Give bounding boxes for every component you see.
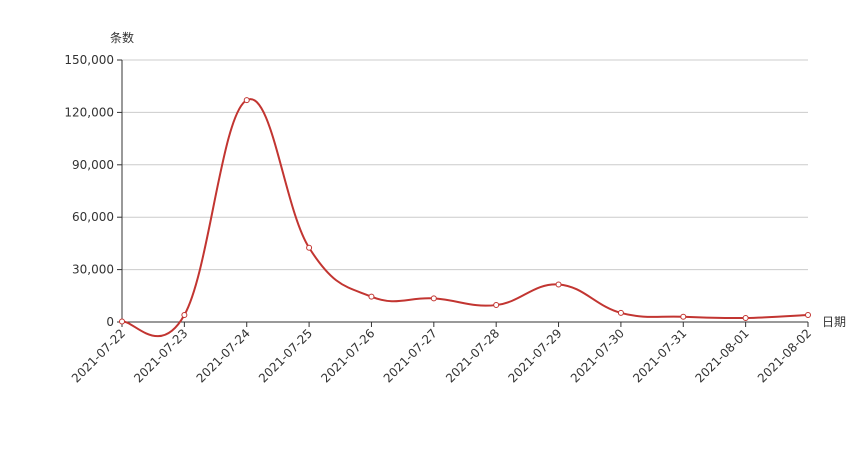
y-tick-label: 150,000 (64, 53, 114, 67)
y-axis-label: 条数 (110, 30, 134, 45)
point (742, 314, 749, 321)
x-tick-label: 2021-07-28 (443, 326, 502, 385)
y-tick-label: 30,000 (72, 263, 114, 277)
point (181, 312, 188, 319)
x-tick-label: 2021-07-22 (69, 326, 128, 385)
x-tick-label: 2021-07-24 (194, 326, 253, 385)
line (121, 98, 809, 338)
point (555, 281, 562, 288)
y-tick-label: 60,000 (72, 210, 114, 224)
y-tick-label: 90,000 (72, 158, 114, 172)
point (430, 295, 437, 302)
point (119, 318, 125, 325)
point (493, 302, 500, 309)
x-axis-label: 日期 (822, 315, 846, 329)
x-tick-label: 2021-07-26 (318, 326, 377, 385)
x-tick-label: 2021-07-25 (256, 326, 315, 385)
x-tick-label: 2021-07-31 (630, 326, 689, 385)
y-tick-label: 0 (106, 315, 114, 329)
x-tick-label: 2021-07-27 (381, 326, 440, 385)
point (306, 244, 313, 251)
x-tick-label: 2021-07-29 (505, 326, 564, 385)
point (368, 293, 375, 300)
x-tick-label: 2021-08-01 (693, 326, 752, 385)
y-tick-label: 120,000 (64, 105, 114, 119)
x-tick-label: 2021-08-02 (755, 326, 814, 385)
point (243, 97, 250, 104)
point (680, 313, 687, 320)
x-tick-label: 2021-07-30 (568, 326, 627, 385)
point (617, 309, 624, 316)
point (805, 312, 811, 319)
